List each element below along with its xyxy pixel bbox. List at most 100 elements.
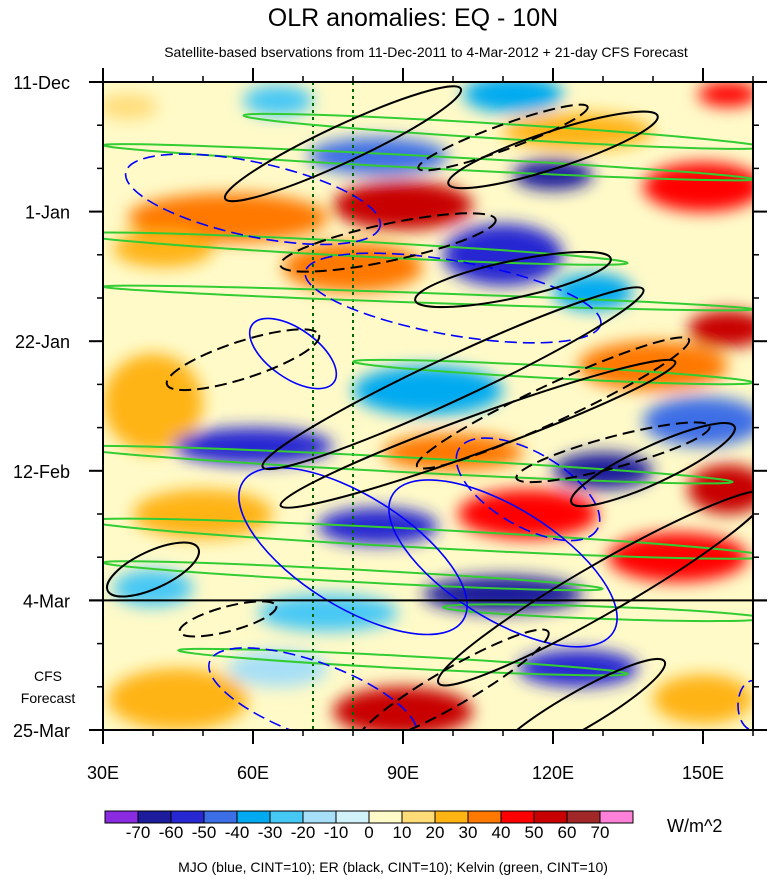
colorbar-swatch [203, 810, 238, 824]
colorbar-swatch [566, 810, 601, 824]
colorbar-swatch [269, 810, 304, 824]
olr-anomaly-blob [653, 674, 753, 724]
olr-anomaly-blob [578, 341, 728, 391]
colorbar-swatch [104, 810, 139, 824]
olr-anomaly-blob [308, 137, 448, 175]
olr-anomaly-blob [113, 230, 213, 268]
colorbar-swatch [170, 810, 205, 824]
colorbar-label: 70 [591, 823, 610, 842]
colorbar-swatch [137, 810, 172, 824]
olr-anomaly-blob [173, 427, 333, 465]
kelvin-contour [103, 231, 629, 266]
forecast-label-line2: Forecast [21, 690, 76, 706]
colorbar-label: 60 [558, 823, 577, 842]
kelvin-contour [103, 444, 734, 485]
er-contour [165, 328, 321, 392]
y-tick-label: 11-Dec [13, 73, 70, 93]
olr-anomaly-blob [333, 180, 473, 231]
y-tick-label: 22-Jan [15, 332, 70, 352]
colorbar-label: -20 [291, 823, 316, 842]
olr-anomaly-blob [128, 193, 328, 243]
colorbar-swatch [434, 810, 469, 824]
x-tick-label: 90E [387, 763, 419, 783]
er-contour [570, 422, 736, 508]
olr-anomaly-blob [103, 94, 158, 120]
colorbar-swatch [236, 810, 271, 824]
colorbar-label: 40 [492, 823, 511, 842]
chart-subtitle: Satellite-based bservations from 11-Dec-… [164, 44, 688, 60]
colorbar-swatch [500, 810, 535, 824]
kelvin-contour [177, 647, 629, 677]
mjo-contour [737, 679, 753, 730]
er-contour [178, 600, 278, 638]
mjo-contour [388, 479, 618, 648]
colorbar: -70 -60 -50 -40 -30 -20 -10 0 10 20 30 40 50 60 70 [104, 810, 634, 842]
olr-anomaly-blob [688, 310, 753, 348]
er-contour [261, 286, 645, 471]
y-tick-label: 25-Mar [13, 721, 70, 741]
er-contour [356, 628, 550, 730]
mjo-contour [304, 252, 602, 344]
x-tick-label: 30E [87, 763, 119, 783]
colorbar-label: 30 [459, 823, 478, 842]
forecast-label-line1: CFS [34, 668, 62, 684]
colorbar-label: 0 [364, 823, 373, 842]
colorbar-label: -30 [258, 823, 283, 842]
olr-anomaly-blob [463, 82, 563, 113]
er-contour [447, 110, 659, 190]
filtered-contours [103, 85, 753, 730]
olr-anomaly-blob [553, 273, 633, 311]
x-axis: 30E 60E 90E 120E 150E [87, 68, 754, 783]
colorbar-label: 10 [393, 823, 412, 842]
olr-anomaly-blob [688, 464, 753, 514]
er-contour [436, 489, 753, 687]
chart-title: OLR anomalies: EQ - 10N [268, 4, 558, 32]
reference-longitude-lines [312, 82, 354, 730]
mjo-contour [238, 466, 468, 636]
er-contour [279, 358, 677, 509]
olr-anomaly-blob [243, 85, 313, 116]
contour-legend: MJO (blue, CINT=10); ER (black, CINT=10)… [178, 859, 608, 875]
colorbar-swatch [368, 810, 403, 824]
er-contour [515, 421, 711, 484]
olr-anomaly-blob [643, 396, 753, 447]
er-contour [417, 103, 589, 172]
er-contour [279, 212, 497, 273]
olr-anomaly-blob [698, 82, 753, 107]
colorbar-label: -50 [192, 823, 217, 842]
olr-anomaly-blob [108, 668, 248, 730]
y-tick-label: 12-Feb [13, 462, 70, 482]
colorbar-label: -60 [159, 823, 184, 842]
colorbar-swatch [533, 810, 568, 824]
colorbar-swatch [599, 810, 634, 824]
mjo-contour [455, 437, 601, 542]
colorbar-swatch [401, 810, 436, 824]
colorbar-swatch [302, 810, 337, 824]
colorbar-label: 20 [426, 823, 445, 842]
olr-anomaly-blob [133, 489, 273, 539]
olr-anomaly-blob [228, 649, 328, 687]
x-tick-label: 120E [532, 763, 574, 783]
er-contour [223, 85, 463, 203]
x-tick-label: 150E [682, 763, 724, 783]
er-contour [106, 541, 200, 598]
mjo-contour [208, 647, 418, 730]
colorbar-label: -70 [126, 823, 151, 842]
olr-anomaly-blob [103, 353, 203, 453]
colorbar-swatch [335, 810, 370, 824]
er-contour [489, 657, 667, 730]
colorbar-label: -10 [324, 823, 349, 842]
y-tick-label: 1-Jan [25, 203, 70, 223]
olr-anomaly-blob [258, 594, 398, 632]
olr-anomaly-blob [503, 112, 653, 150]
colorbar-label: -40 [225, 823, 250, 842]
colorbar-units: W/m^2 [667, 816, 722, 836]
kelvin-contour [442, 603, 753, 623]
colorbar-label: 50 [525, 823, 544, 842]
er-contour [414, 250, 612, 309]
kelvin-contour [103, 517, 753, 560]
er-contour [415, 336, 691, 470]
kelvin-contour [242, 112, 753, 150]
mjo-contour [124, 153, 382, 246]
x-tick-label: 60E [237, 763, 269, 783]
